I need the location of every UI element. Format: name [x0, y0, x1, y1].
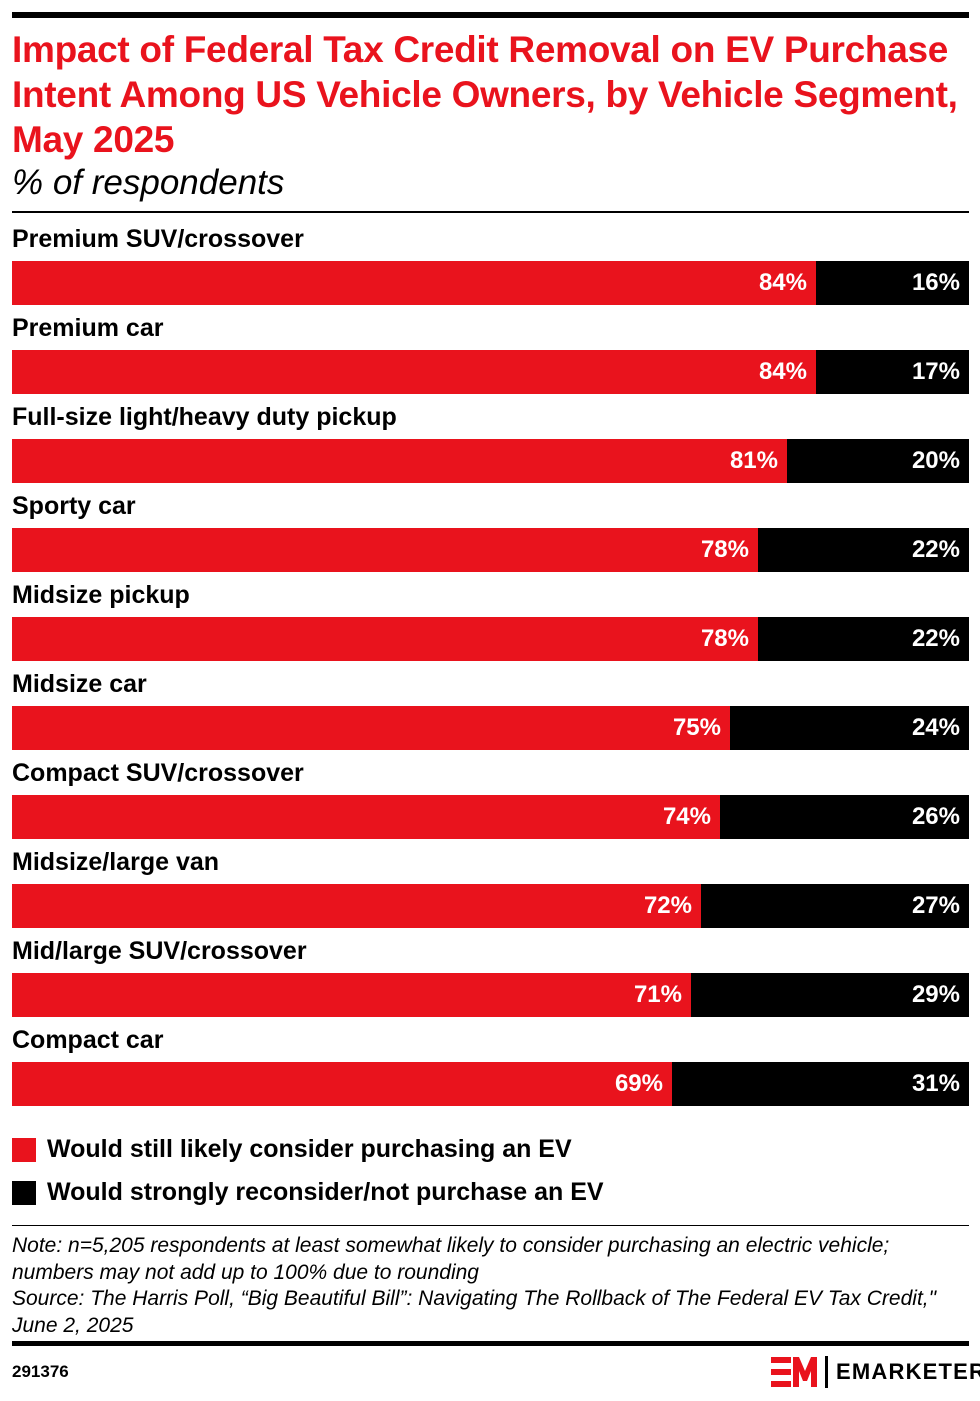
bar-row: 84% 16% — [12, 261, 969, 305]
category-label: Compact car — [12, 1026, 164, 1054]
data-label-consider: 84% — [758, 358, 807, 385]
category-label: Midsize car — [12, 670, 147, 698]
chart-subtitle: % of respondents — [12, 163, 285, 202]
bar-segment-consider: 81% — [12, 439, 787, 483]
data-label-consider: 75% — [672, 714, 721, 741]
legend-item-reconsider: Would strongly reconsider/not purchase a… — [12, 1171, 604, 1214]
logo-divider — [825, 1356, 828, 1388]
stacked-bar-chart: Premium SUV/crossover 84% 16% Premium car 84… — [0, 220, 980, 1120]
data-label-reconsider: 17% — [911, 358, 960, 385]
chart-title: Impact of Federal Tax Credit Removal on … — [12, 29, 958, 160]
data-label-reconsider: 29% — [911, 981, 960, 1008]
bar-segment-consider: 72% — [12, 884, 701, 928]
category-label: Compact SUV/crossover — [12, 759, 304, 787]
bar-segment-consider: 78% — [12, 617, 758, 661]
bar-segment-reconsider: 24% — [730, 706, 969, 750]
legend-label-consider: Would still likely consider purchasing a… — [47, 1135, 572, 1163]
data-label-reconsider: 22% — [911, 536, 960, 563]
bar-row: 78% 22% — [12, 617, 969, 661]
note-rule — [12, 1225, 969, 1226]
bar-segment-consider: 71% — [12, 973, 691, 1017]
data-label-consider: 84% — [758, 269, 807, 296]
bar-segment-consider: 84% — [12, 261, 816, 305]
bar-row: 75% 24% — [12, 706, 969, 750]
subtitle-rule — [12, 211, 969, 213]
bar-segment-consider: 84% — [12, 350, 816, 394]
data-label-reconsider: 20% — [911, 447, 960, 474]
em-logo-icon — [771, 1357, 817, 1387]
bar-row: 84% 17% — [12, 350, 969, 394]
data-label-consider: 69% — [614, 1070, 663, 1097]
bar-segment-consider: 74% — [12, 795, 720, 839]
bar-row: 72% 27% — [12, 884, 969, 928]
legend-item-consider: Would still likely consider purchasing a… — [12, 1128, 604, 1171]
legend-swatch-black — [12, 1180, 36, 1205]
data-label-reconsider: 22% — [911, 625, 960, 652]
data-label-reconsider: 16% — [911, 269, 960, 296]
legend: Would still likely consider purchasing a… — [12, 1128, 604, 1214]
bar-row: 78% 22% — [12, 528, 969, 572]
category-label: Midsize/large van — [12, 848, 220, 876]
data-label-consider: 71% — [633, 981, 682, 1008]
category-label: Midsize pickup — [12, 581, 190, 609]
footnote: Note: n=5,205 respondents at least somew… — [12, 1233, 962, 1339]
top-rule — [12, 12, 969, 18]
category-label: Mid/large SUV/crossover — [12, 937, 307, 965]
bottom-rule — [12, 1341, 969, 1346]
data-label-consider: 81% — [729, 447, 778, 474]
note-text: Note: n=5,205 respondents at least somew… — [12, 1234, 890, 1284]
bar-segment-reconsider: 26% — [720, 795, 969, 839]
bar-segment-reconsider: 22% — [758, 528, 969, 572]
chart-id: 291376 — [12, 1362, 69, 1381]
data-label-consider: 74% — [662, 803, 711, 830]
bar-row: 71% 29% — [12, 973, 969, 1017]
data-label-reconsider: 27% — [911, 892, 960, 919]
data-label-consider: 78% — [700, 536, 749, 563]
bar-segment-consider: 69% — [12, 1062, 672, 1106]
source-text: Source: The Harris Poll, “Big Beautiful … — [12, 1287, 937, 1337]
bar-row: 81% 20% — [12, 439, 969, 483]
category-label: Sporty car — [12, 492, 136, 520]
bar-segment-reconsider: 17% — [816, 350, 969, 394]
emarketer-logo: EMARKETER — [771, 1354, 980, 1390]
bar-segment-consider: 75% — [12, 706, 730, 750]
bar-segment-reconsider: 20% — [787, 439, 969, 483]
bar-segment-reconsider: 16% — [816, 261, 969, 305]
category-label: Full-size light/heavy duty pickup — [12, 403, 397, 431]
bar-row: 74% 26% — [12, 795, 969, 839]
data-label-consider: 72% — [643, 892, 692, 919]
bar-segment-reconsider: 22% — [758, 617, 969, 661]
data-label-consider: 78% — [700, 625, 749, 652]
legend-swatch-red — [12, 1137, 36, 1162]
bar-segment-consider: 78% — [12, 528, 758, 572]
legend-label-reconsider: Would strongly reconsider/not purchase a… — [47, 1178, 604, 1206]
brand-name: EMARKETER — [836, 1359, 980, 1384]
bar-segment-reconsider: 31% — [672, 1062, 969, 1106]
data-label-reconsider: 26% — [911, 803, 960, 830]
category-label: Premium car — [12, 314, 164, 342]
data-label-reconsider: 24% — [911, 714, 960, 741]
data-label-reconsider: 31% — [911, 1070, 960, 1097]
bar-segment-reconsider: 29% — [691, 973, 969, 1017]
bar-row: 69% 31% — [12, 1062, 969, 1106]
bar-segment-reconsider: 27% — [701, 884, 969, 928]
category-label: Premium SUV/crossover — [12, 225, 304, 253]
